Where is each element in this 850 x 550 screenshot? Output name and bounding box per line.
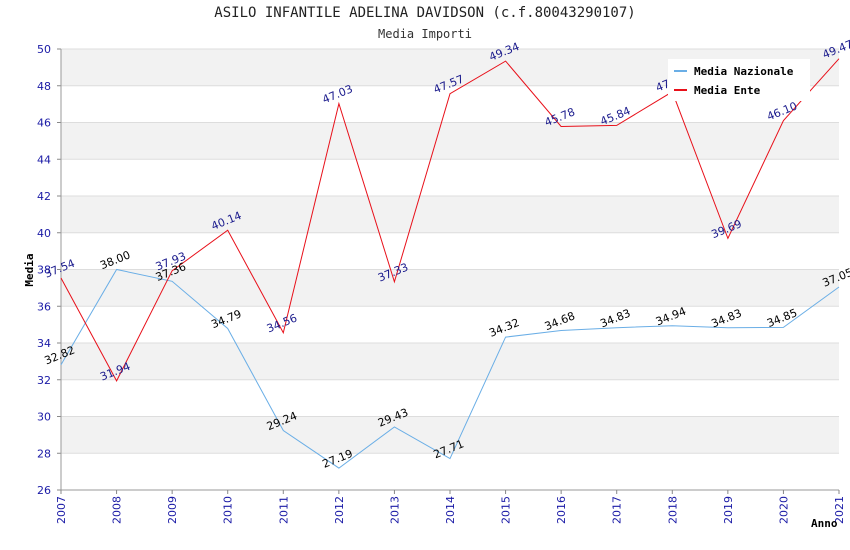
y-tick-label: 48 — [37, 80, 51, 93]
legend: Media Nazionale Media Ente — [668, 59, 810, 101]
x-tick-label: 2015 — [500, 496, 513, 524]
plot-band — [61, 343, 839, 380]
plot-band — [61, 232, 839, 270]
series-lines — [60, 58, 840, 469]
axes — [57, 48, 840, 494]
chart-title: ASILO INFANTILE ADELINA DAVIDSON (c.f.80… — [214, 5, 636, 21]
x-tick-labels: 2007 2008 2009 2010 2011 2012 2013 2014 2015 2016… — [55, 496, 846, 524]
y-tick-label: 50 — [37, 43, 51, 56]
y-axis-title: Media — [23, 253, 36, 286]
x-tick-label: 2016 — [555, 496, 568, 524]
x-axis-title: Anno — [811, 517, 838, 530]
y-tick-label: 36 — [37, 300, 51, 313]
x-tick-label: 2013 — [388, 496, 401, 524]
plot-band — [61, 122, 839, 160]
x-tick-label: 2010 — [222, 496, 235, 524]
y-tick-label: 40 — [37, 227, 51, 240]
y-tick-label: 34 — [37, 337, 51, 350]
plot-band — [61, 269, 839, 307]
legend-box — [668, 59, 810, 101]
x-tick-label: 2007 — [55, 496, 68, 524]
legend-label: Media Nazionale — [694, 65, 794, 78]
x-tick-label: 2012 — [333, 496, 346, 524]
y-tick-label: 32 — [37, 374, 51, 387]
x-tick-label: 2008 — [111, 496, 124, 524]
x-tick-label: 2014 — [444, 496, 457, 524]
plot-band — [61, 196, 839, 233]
plot-band — [61, 416, 839, 454]
x-tick-label: 2020 — [777, 496, 790, 524]
plot-band — [61, 379, 839, 417]
y-tick-label: 38 — [37, 264, 51, 277]
series-line-media-nazionale — [60, 268, 840, 469]
x-tick-label: 2009 — [166, 496, 179, 524]
plot-band — [61, 306, 839, 343]
series-line-media-ente — [60, 58, 840, 382]
y-tick-label: 26 — [37, 484, 51, 497]
x-tick-label: 2018 — [666, 496, 679, 524]
legend-label: Media Ente — [694, 84, 761, 97]
chart-subtitle: Media Importi — [378, 27, 472, 41]
y-tick-label: 46 — [37, 117, 51, 130]
grid-lines — [61, 48, 839, 491]
y-tick-label: 28 — [37, 447, 51, 460]
y-tick-labels: 26 28 30 32 34 36 38 40 42 44 46 48 50 — [37, 43, 51, 497]
plot-band — [61, 159, 839, 196]
x-tick-label: 2017 — [611, 496, 624, 524]
x-tick-label: 2021 — [833, 496, 846, 524]
x-tick-label: 2019 — [722, 496, 735, 524]
plot-band — [61, 453, 839, 490]
y-tick-label: 30 — [37, 411, 51, 424]
y-tick-label: 42 — [37, 190, 51, 203]
x-tick-label: 2011 — [277, 496, 290, 524]
y-tick-label: 44 — [37, 153, 51, 166]
